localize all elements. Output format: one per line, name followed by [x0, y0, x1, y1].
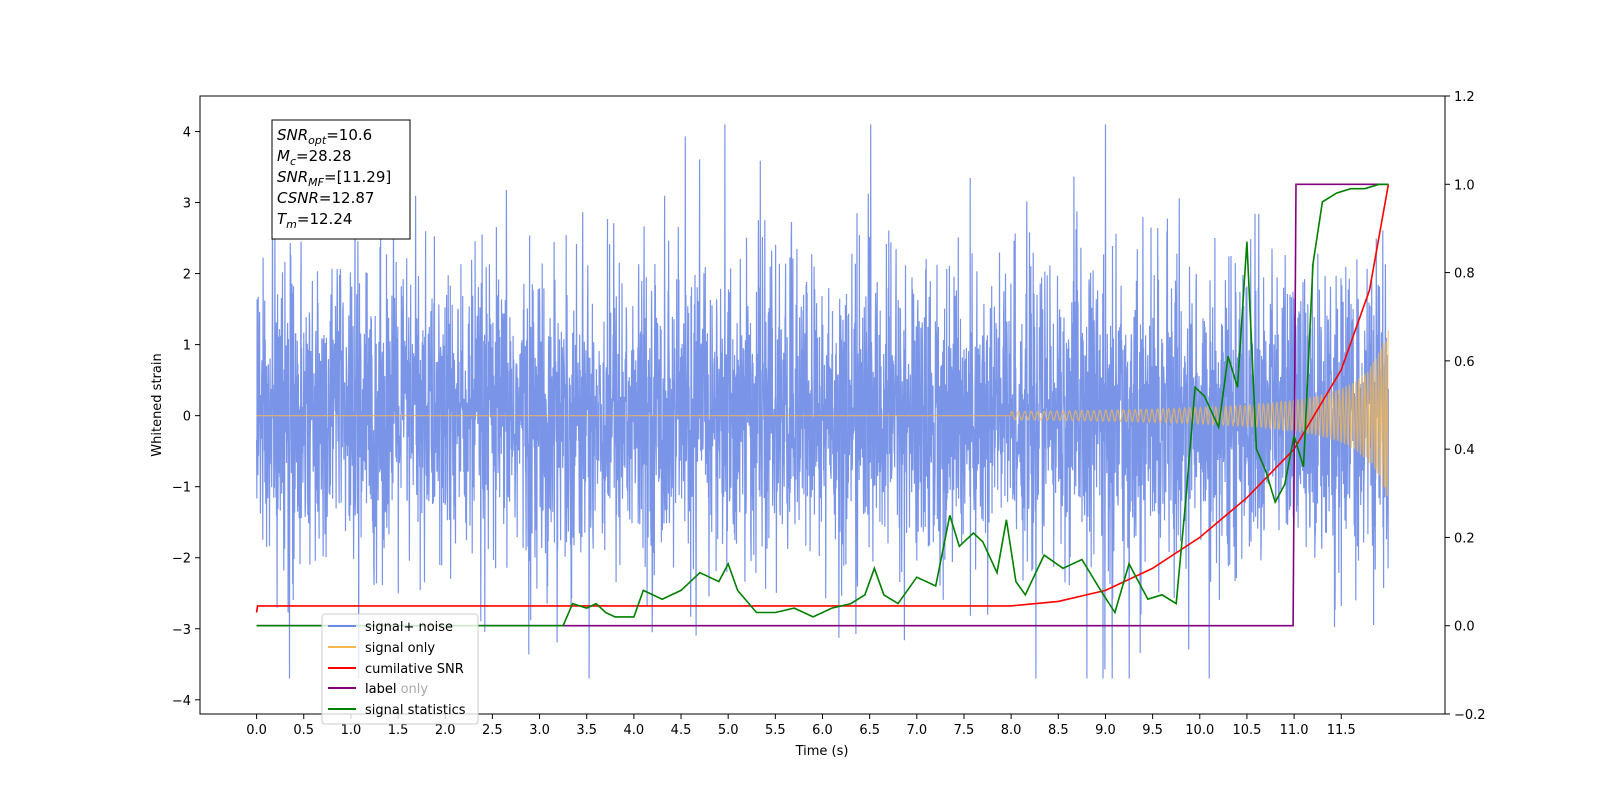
- annotation-frame: [271, 119, 411, 240]
- data-layer: [255, 124, 1390, 679]
- y-tick-label: −1: [172, 481, 191, 496]
- x-tick-label: 9.5: [1142, 723, 1163, 738]
- annotation-symbol: SNR: [277, 126, 308, 144]
- annotation-subscript: c: [290, 155, 296, 168]
- x-tick-label: 3.0: [529, 723, 550, 738]
- y2-tick-label: 0.8: [1454, 267, 1475, 282]
- legend-entry: signal statistics: [365, 703, 466, 718]
- y-axis-label: Whitened strain: [150, 353, 165, 456]
- legend: signal+ noise signal only cumilative SNR la…: [321, 613, 479, 725]
- annotation-symbol: SNR: [277, 168, 308, 186]
- y2-tick-label: 1.2: [1454, 90, 1475, 105]
- x-tick-label: 9.0: [1095, 723, 1116, 738]
- legend-frame: [321, 613, 479, 725]
- legend-entry: cumilative SNR: [365, 662, 464, 677]
- annotation-value: =12.87: [319, 189, 375, 207]
- legend-entry: label: [365, 682, 396, 697]
- annotation-line: CSNR=12.87: [277, 189, 374, 207]
- x-tick-label: 0.0: [246, 723, 267, 738]
- legend-entry: label only: [365, 682, 428, 697]
- y-tick-label: 0: [183, 410, 191, 425]
- x-tick-label: 4.0: [624, 723, 645, 738]
- legend-entry: signal+ noise: [365, 620, 453, 635]
- x-tick-label: 3.5: [576, 723, 597, 738]
- annotation-symbol: CSNR: [277, 189, 319, 207]
- x-tick-label: 1.5: [388, 723, 409, 738]
- y-tick-label: 2: [183, 268, 191, 283]
- annotation-symbol: T: [277, 210, 288, 228]
- y-tick-label: −3: [172, 623, 191, 638]
- x-tick-label: 6.0: [812, 723, 833, 738]
- annotation-subscript: m: [286, 218, 297, 231]
- annotation-value: =28.28: [296, 147, 352, 165]
- x-tick-label: 5.5: [765, 723, 786, 738]
- annotation-value: =10.6: [326, 126, 372, 144]
- y2-tick-label: −0.2: [1454, 708, 1486, 723]
- x-tick-label: 11.0: [1280, 723, 1309, 738]
- x-tick-label: 11.5: [1327, 723, 1356, 738]
- x-axis: 0.0 0.5 1.0 1.5 2.0 2.5 3.0 3.5 4.0 4.5 5.0 5.5 6.0 6…: [246, 714, 1356, 738]
- annotation-value: =[11.29]: [324, 168, 391, 186]
- annotation-line: Mc=28.28: [277, 147, 352, 168]
- annotation-line: SNRopt=10.6: [277, 126, 372, 147]
- x-tick-label: 7.0: [906, 723, 927, 738]
- y-tick-label: 4: [183, 126, 191, 141]
- y2-tick-label: 0.0: [1454, 620, 1475, 635]
- x-tick-label: 1.0: [341, 723, 362, 738]
- annotation-subscript: opt: [308, 134, 327, 147]
- annotation-line: Tm=12.24: [277, 210, 352, 231]
- annotation-box: SNRopt=10.6Mc=28.28SNRMF=[11.29]CSNR=12.…: [271, 119, 411, 240]
- y-axis-left: 4 3 2 1 0 −1 −2 −3 −4: [172, 126, 200, 709]
- x-tick-label: 8.0: [1001, 723, 1022, 738]
- series-signal-noise: [256, 124, 1390, 679]
- y-tick-label: −4: [172, 694, 191, 709]
- x-tick-label: 6.5: [859, 723, 880, 738]
- y2-tick-label: 1.0: [1454, 178, 1475, 193]
- x-tick-label: 5.0: [718, 723, 739, 738]
- legend-entry: signal only: [365, 641, 435, 656]
- x-tick-label: 10.5: [1232, 723, 1261, 738]
- y-axis-right: 1.2 1.0 0.8 0.6 0.4 0.2 0.0 −0.2: [1445, 90, 1486, 723]
- y2-tick-label: 0.6: [1454, 355, 1475, 370]
- x-tick-label: 2.5: [482, 723, 503, 738]
- annotation-subscript: MF: [308, 176, 324, 189]
- y2-tick-label: 0.2: [1454, 531, 1475, 546]
- annotation-line: SNRMF=[11.29]: [277, 168, 391, 189]
- y2-tick-label: 0.4: [1454, 443, 1475, 458]
- x-axis-label: Time (s): [795, 744, 849, 759]
- y-tick-label: −2: [172, 552, 191, 567]
- x-tick-label: 10.0: [1185, 723, 1214, 738]
- annotation-value: =12.24: [297, 210, 353, 228]
- y-tick-label: 1: [183, 339, 191, 354]
- x-tick-label: 8.5: [1048, 723, 1069, 738]
- series-signal-only: [256, 330, 1389, 497]
- series-signal-statistics: [256, 183, 1389, 627]
- series-cumulative-snr: [255, 184, 1390, 613]
- x-tick-label: 4.5: [671, 723, 692, 738]
- x-tick-label: 2.0: [435, 723, 456, 738]
- x-tick-label: 0.5: [293, 723, 314, 738]
- annotation-symbol: M: [277, 147, 290, 165]
- y-tick-label: 3: [183, 197, 191, 212]
- x-tick-label: 7.5: [954, 723, 975, 738]
- series-label-only: [256, 183, 1389, 627]
